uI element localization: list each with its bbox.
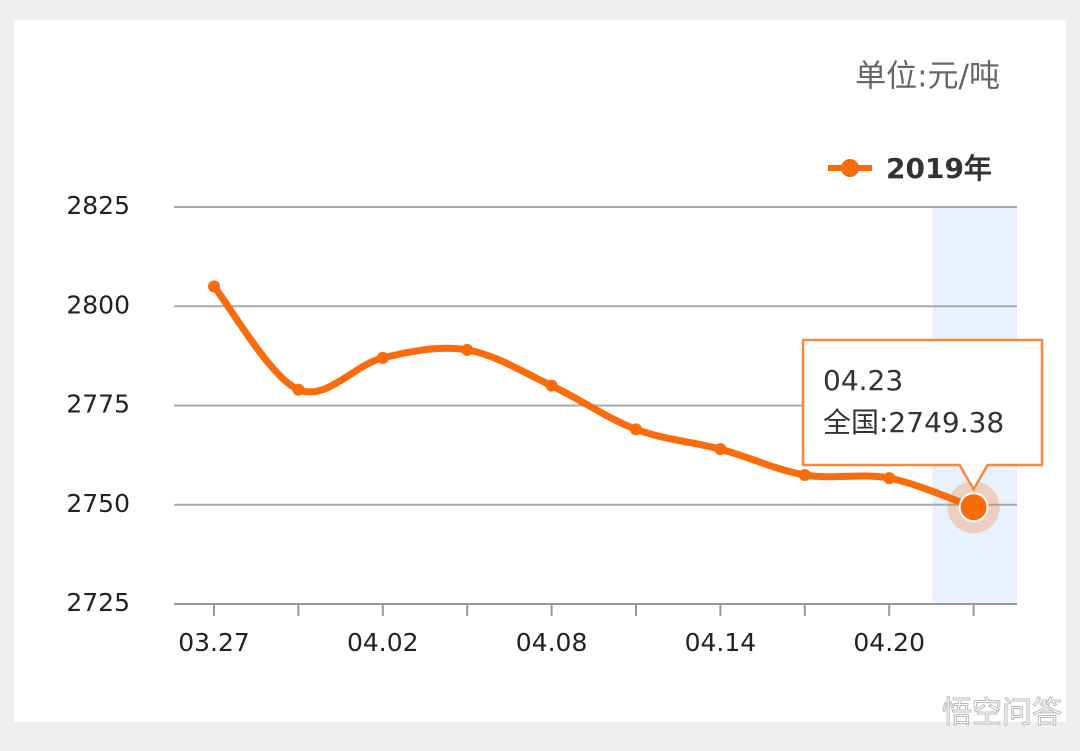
point bbox=[958, 492, 989, 523]
tooltip-text: 全国:2749.38 bbox=[823, 406, 1004, 439]
point bbox=[545, 379, 558, 392]
tooltip-title: 04.23 bbox=[823, 364, 903, 397]
y-tick-label: 2750 bbox=[66, 489, 130, 518]
line bbox=[210, 282, 978, 511]
y-tick-label: 2825 bbox=[66, 191, 130, 220]
x-tick-label: 04.02 bbox=[347, 628, 419, 657]
legend-label: 2019年 bbox=[886, 152, 992, 185]
unit-label: 单位:元/吨 bbox=[855, 59, 1000, 95]
point bbox=[714, 443, 727, 456]
point bbox=[798, 468, 811, 481]
y-tick-label: 2800 bbox=[66, 290, 130, 319]
legend-marker bbox=[841, 159, 859, 177]
x-tick-label: 04.20 bbox=[853, 628, 925, 657]
point bbox=[208, 280, 220, 293]
point bbox=[630, 423, 642, 436]
point bbox=[461, 343, 474, 356]
x-tick-label: 03.27 bbox=[178, 628, 250, 657]
y-tick-label: 2775 bbox=[66, 390, 130, 419]
y-tick-label: 2725 bbox=[66, 588, 130, 617]
point bbox=[883, 472, 896, 485]
x-tick-label: 04.08 bbox=[516, 628, 588, 657]
tooltip-box bbox=[801, 338, 1044, 492]
x-tick-label: 04.14 bbox=[685, 628, 757, 657]
watermark: 悟空问答 bbox=[942, 696, 1062, 731]
point bbox=[376, 351, 389, 364]
point bbox=[292, 383, 305, 396]
